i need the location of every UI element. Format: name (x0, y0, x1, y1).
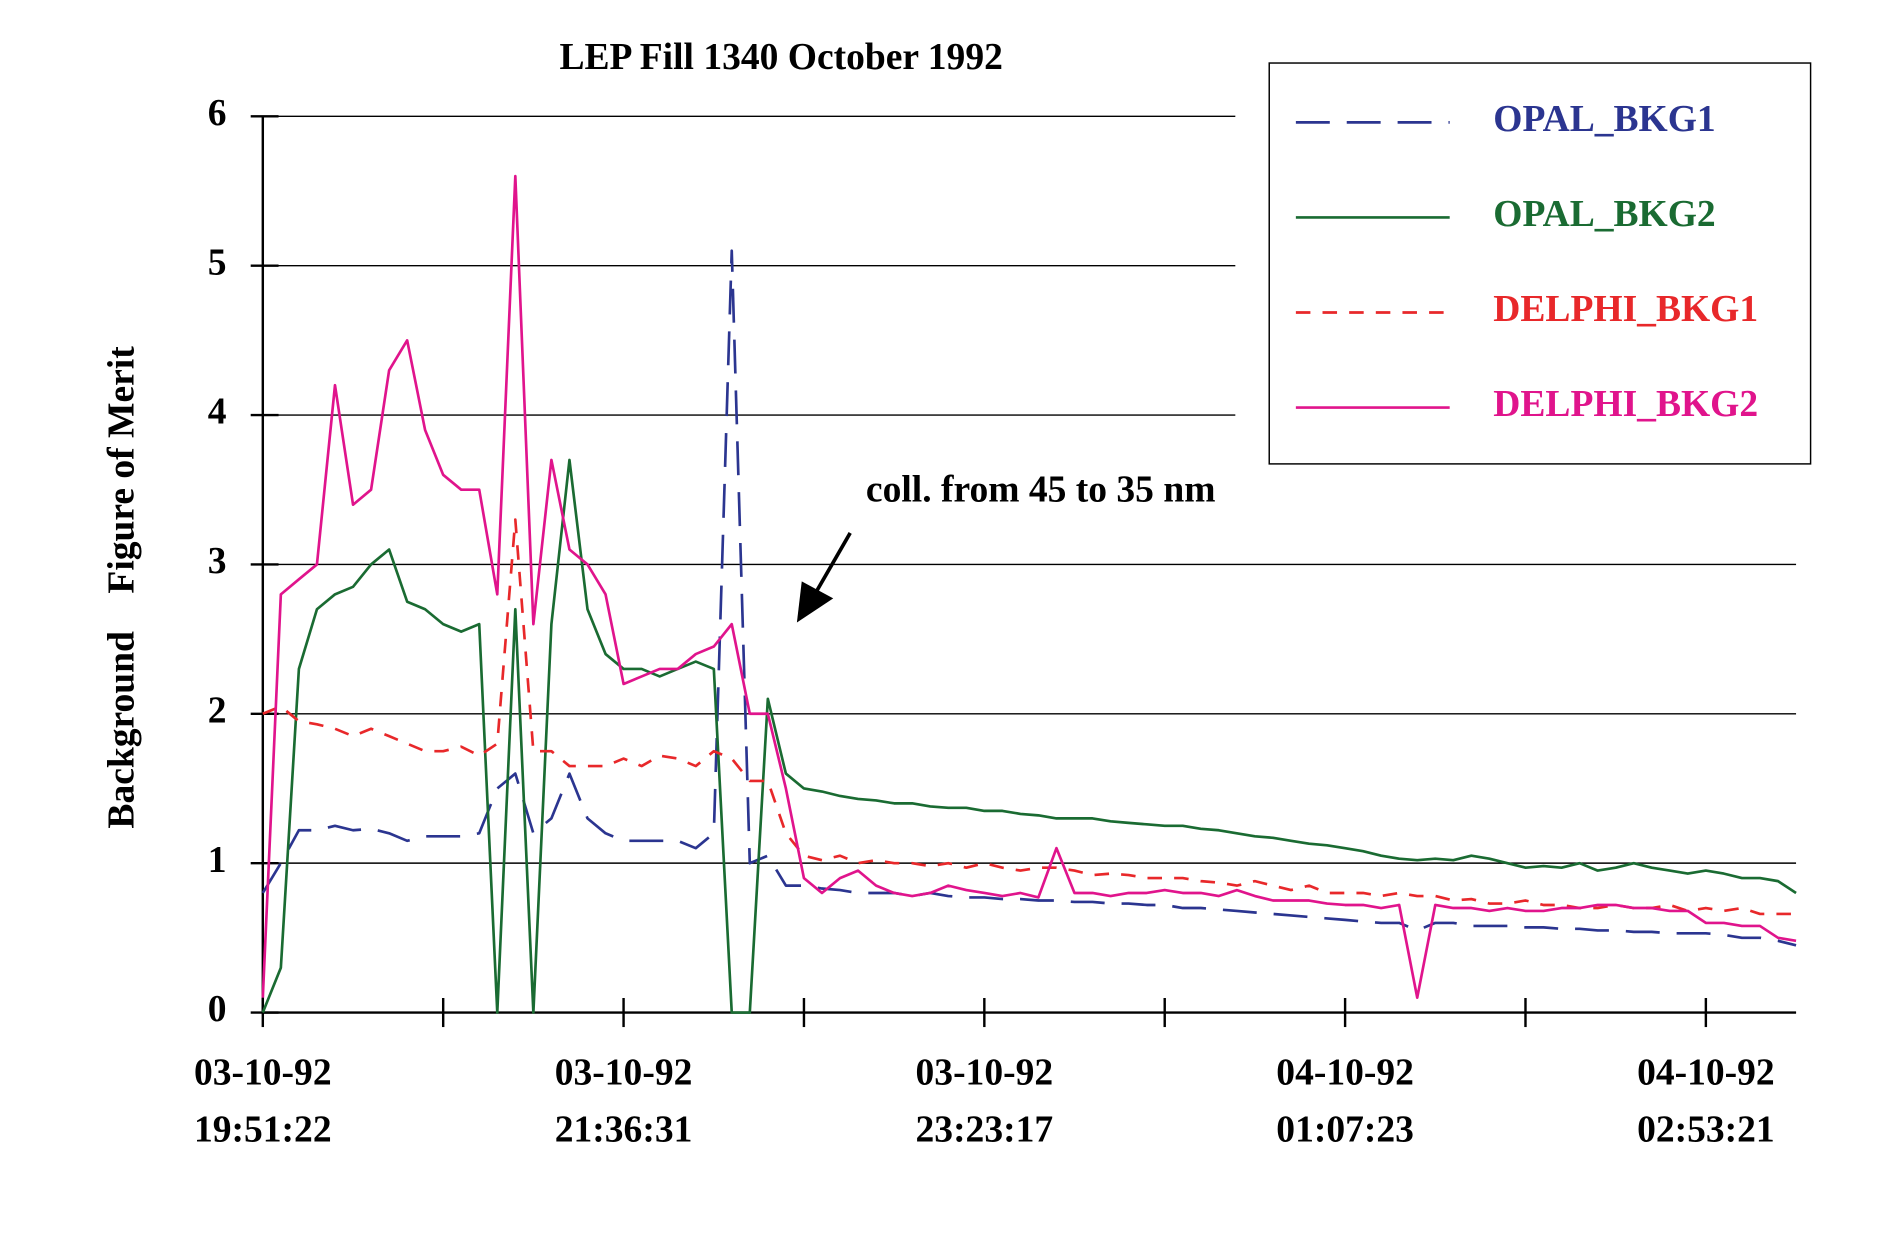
legend-box (1268, 62, 1812, 465)
x-tick-label: 04-10-92 02:53:21 (1637, 1052, 1775, 1150)
y-tick-label: 4 (208, 392, 227, 433)
y-tick-label: 1 (208, 840, 227, 881)
annotation: coll. from 45 to 35 nm (866, 470, 1216, 511)
series-line (261, 249, 1797, 947)
legend-label: OPAL_BKG2 (1493, 194, 1715, 235)
x-tick-label: 04-10-92 01:07:23 (1276, 1052, 1414, 1150)
x-tick-label: 03-10-92 23:23:17 (916, 1052, 1054, 1150)
legend-label: OPAL_BKG1 (1493, 99, 1715, 140)
y-tick-label: 2 (208, 690, 227, 731)
y-tick-label: 0 (208, 989, 227, 1030)
series-line (261, 458, 1797, 1014)
y-tick-label: 3 (208, 541, 227, 582)
x-tick-label: 03-10-92 19:51:22 (194, 1052, 332, 1150)
x-tick-label: 03-10-92 21:36:31 (555, 1052, 693, 1150)
chart-title: LEP Fill 1340 October 1992 (559, 37, 1002, 78)
y-tick-label: 6 (208, 93, 227, 134)
legend-label: DELPHI_BKG2 (1493, 384, 1758, 425)
series-line (261, 174, 1797, 999)
annotation-arrowhead (796, 581, 834, 623)
legend-label: DELPHI_BKG1 (1493, 289, 1758, 330)
y-axis-label: Background Figure of Merit (101, 346, 142, 829)
y-tick-label: 5 (208, 242, 227, 283)
series-line (262, 518, 1797, 916)
